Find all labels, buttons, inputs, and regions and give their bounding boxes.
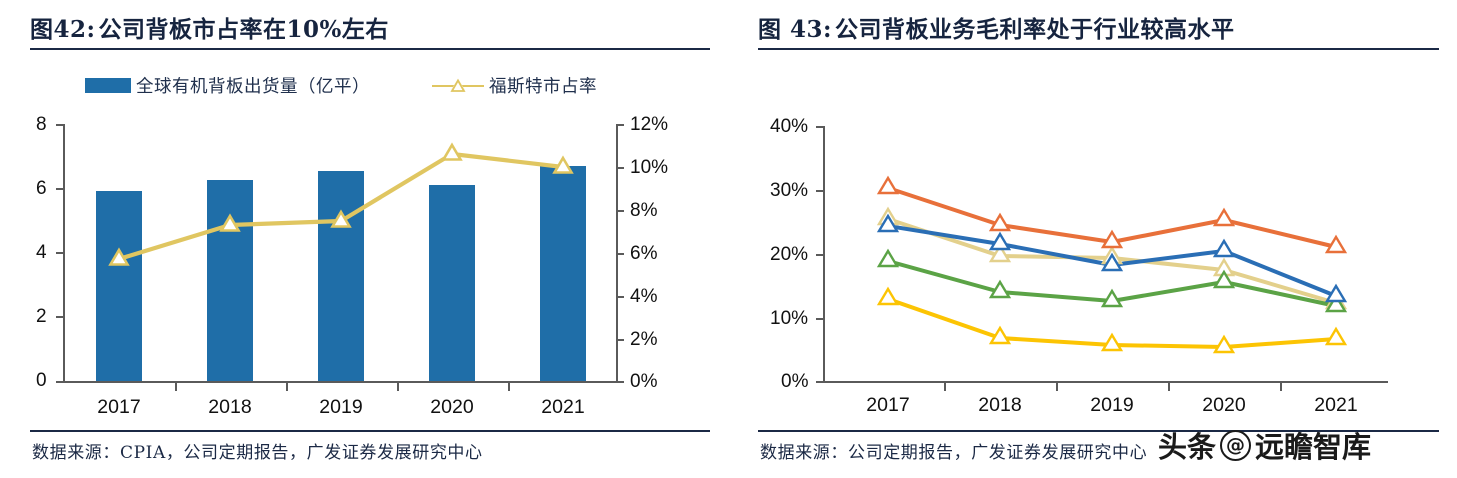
x-axis-line — [63, 381, 616, 383]
x-tick-2020 — [508, 382, 510, 391]
marker-2021 — [552, 155, 574, 174]
market-share-line-series — [108, 142, 574, 266]
figure-43-plot: 40% 30% 20% 10% 0% — [728, 0, 1457, 430]
y2-axis-label-0: 0% — [630, 371, 658, 392]
marker-2020 — [441, 142, 463, 161]
y-axis-label-2: 2 — [36, 306, 47, 327]
figure-42-number: 图42: — [30, 16, 96, 43]
y2-axis-label-6: 6% — [630, 243, 658, 264]
series-markers-foster — [876, 213, 1348, 303]
marker-2019 — [330, 209, 352, 228]
y-axis-label-6: 6 — [36, 178, 47, 199]
y-tick-right-4 — [616, 296, 624, 298]
figure-43-title: 图 43: 公司背板业务毛利率处于行业较高水平 — [758, 8, 1439, 46]
x-axis-label-2019: 2019 — [319, 396, 363, 418]
figure-42-top-rule — [30, 48, 710, 50]
bar-2020[interactable] — [429, 185, 475, 381]
bar-2021[interactable] — [540, 165, 586, 381]
y-tick-left-0 — [56, 381, 64, 383]
x-tick-a — [944, 382, 946, 391]
legend-item-market-share: 福斯特市占率 — [432, 73, 597, 98]
y-tick-right-12 — [616, 124, 624, 126]
legend-item-shipment: 全球有机背板出货量（亿平） — [85, 73, 370, 98]
y-axis-label-40: 40% — [770, 116, 809, 137]
figure-42-title: 图42: 公司背板市占率在10%左右 — [30, 8, 710, 46]
figure-43-title-text: 公司背板业务毛利率处于行业较高水平 — [835, 16, 1235, 43]
figure-42-title-text: 公司背板市占率在10%左右 — [98, 16, 389, 43]
x-axis-label-2017: 2017 — [97, 396, 141, 418]
y-axis-label-4: 4 — [36, 242, 47, 263]
x-axis-label-2019: 2019 — [1090, 394, 1134, 416]
y-tick-30 — [816, 190, 824, 192]
figure-42-source: 数据来源：CPIA，公司定期报告，广发证券发展研究中心 — [32, 443, 483, 463]
series-markers-huitian — [876, 248, 1348, 313]
y-axis-label-10: 10% — [770, 308, 809, 329]
y-tick-10 — [816, 318, 824, 320]
y-tick-40 — [816, 126, 824, 128]
x-axis-label-2021: 2021 — [541, 396, 585, 418]
y-tick-right-2 — [616, 339, 624, 341]
x-tick-b — [1056, 382, 1058, 391]
x-tick-2018 — [286, 382, 288, 391]
figure-42-plot: 8 6 4 2 0 12 — [0, 0, 728, 430]
figure-43-bottom-rule — [758, 430, 1439, 432]
figure-43-source: 数据来源：公司定期报告，广发证券发展研究中心 — [760, 443, 1148, 463]
figure-43-top-rule — [758, 48, 1439, 50]
figure-43-number: 图 43: — [758, 16, 833, 43]
y2-axis-label-4: 4% — [630, 286, 658, 307]
gross-margin-line-chart — [876, 175, 1348, 354]
y-tick-right-8 — [616, 210, 624, 212]
x-tick-2017 — [175, 382, 177, 391]
x-axis-label-2020: 2020 — [1202, 394, 1246, 416]
marker-2017 — [108, 247, 130, 266]
marker-2018 — [219, 213, 241, 232]
y-tick-right-10 — [616, 167, 624, 169]
x-axis-label-2017: 2017 — [866, 394, 910, 416]
y2-axis-label-2: 2% — [630, 329, 658, 350]
bar-swatch-icon — [85, 78, 131, 93]
x-axis-line — [823, 381, 1388, 383]
x-axis-label-2018: 2018 — [208, 396, 252, 418]
y-axis-label-8: 8 — [36, 114, 47, 135]
x-tick-2019 — [397, 382, 399, 391]
y-tick-right-6 — [616, 253, 624, 255]
watermark: 头条 @ 远瞻智库 — [1158, 424, 1371, 466]
x-tick-d — [1280, 382, 1282, 391]
figure-42-legend: 全球有机背板出货量（亿平） 福斯特市占率 — [85, 73, 597, 98]
figure-42-panel: 图42: 公司背板市占率在10%左右 全球有机背板出货量（亿平） 福斯特市占率 — [0, 0, 728, 478]
x-axis-label-2020: 2020 — [430, 396, 474, 418]
watermark-prefix: 头条 — [1158, 430, 1217, 464]
y-axis-label-0: 0% — [781, 371, 809, 392]
watermark-name: 远瞻智库 — [1255, 430, 1372, 464]
y2-axis-label-10: 10% — [630, 157, 669, 178]
y-tick-left-2 — [56, 316, 64, 318]
y-tick-right-0 — [616, 381, 624, 383]
legend-label-shipment: 全球有机背板出货量（亿平） — [136, 77, 370, 97]
at-icon: @ — [1220, 429, 1252, 461]
y-tick-left-6 — [56, 188, 64, 190]
bar-2019[interactable] — [318, 170, 364, 381]
line-swatch-icon — [432, 78, 484, 93]
y-tick-left-8 — [56, 124, 64, 126]
x-axis-label-2018: 2018 — [978, 394, 1022, 416]
figure-42-bottom-rule — [30, 430, 710, 432]
figure-43-panel: 图 43: 公司背板业务毛利率处于行业较高水平 福斯特 — [728, 0, 1457, 478]
x-tick-c — [1168, 382, 1170, 391]
y-tick-20 — [816, 254, 824, 256]
series-markers-zhonglai — [876, 175, 1348, 254]
y2-axis-label-12: 12% — [630, 114, 669, 135]
bar-2017[interactable] — [96, 191, 142, 381]
y-tick-0 — [816, 381, 824, 383]
y-axis-label-20: 20% — [770, 244, 809, 265]
y2-axis-label-8: 8% — [630, 200, 658, 221]
y-axis-label-0: 0 — [36, 370, 47, 391]
x-axis-label-2021: 2021 — [1314, 394, 1358, 416]
legend-label-market-share: 福斯特市占率 — [489, 77, 597, 97]
y-tick-left-4 — [56, 252, 64, 254]
y-axis-label-30: 30% — [770, 180, 809, 201]
series-markers-lucky — [876, 286, 1348, 354]
